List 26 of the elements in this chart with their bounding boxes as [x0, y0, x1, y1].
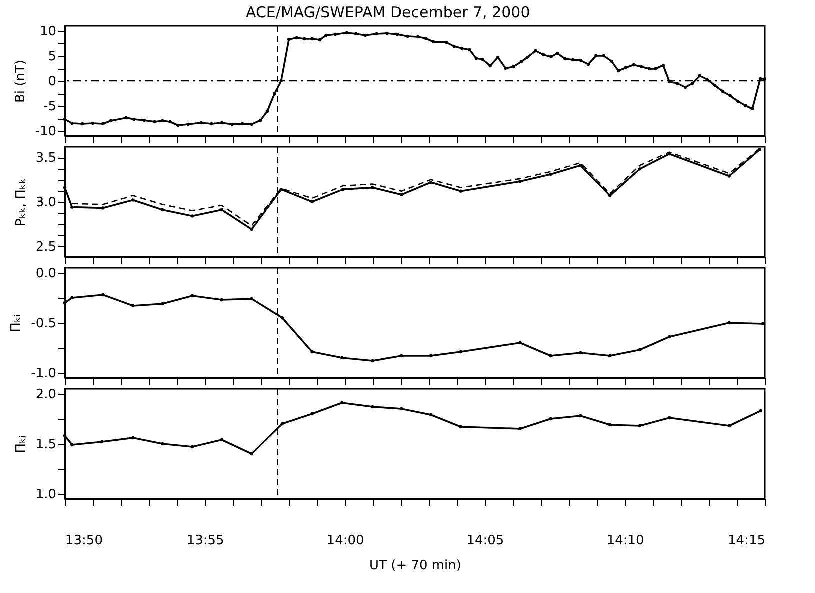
x-tick-label: 13:55 [186, 534, 224, 548]
y-tick-label: 3.5 [36, 151, 56, 166]
y-axis-title: Πₖⱼ [14, 436, 29, 454]
y-tick-label: 3.0 [36, 196, 56, 210]
x-tick-label: 14:10 [606, 534, 644, 548]
x-tick-label: 14:00 [326, 534, 364, 548]
y-tick-label: 0 [48, 74, 56, 90]
x-tick-label: 14:05 [466, 534, 504, 548]
y-tick-label: -10 [35, 124, 56, 140]
y-tick-label: 10 [40, 24, 56, 40]
y-tick-label: 5 [48, 50, 56, 64]
y-tick-label: -1.0 [31, 366, 56, 382]
y-tick-label: -0.5 [31, 316, 56, 332]
chart-title: ACE/MAG/SWEPAM December 7, 2000 [246, 3, 530, 22]
x-tick-label: 13:50 [66, 534, 103, 548]
y-tick-label: 1.0 [36, 488, 56, 502]
y-tick-label: -5 [44, 100, 56, 114]
x-axis-title: UT (+ 70 min) [370, 558, 462, 574]
y-tick-label: 0.0 [36, 266, 56, 282]
y-tick-label: 1.5 [36, 438, 56, 452]
y-tick-label: 2.5 [36, 240, 56, 255]
y-axis-title: Πₖᵢ [9, 314, 24, 332]
x-tick-label: 14:15 [728, 534, 766, 548]
y-tick-label: 2.0 [36, 388, 56, 402]
y-axis-title: Pₖₖ, Πₖₖ [14, 178, 29, 227]
y-axis-title: Bi (nT) [13, 60, 28, 103]
